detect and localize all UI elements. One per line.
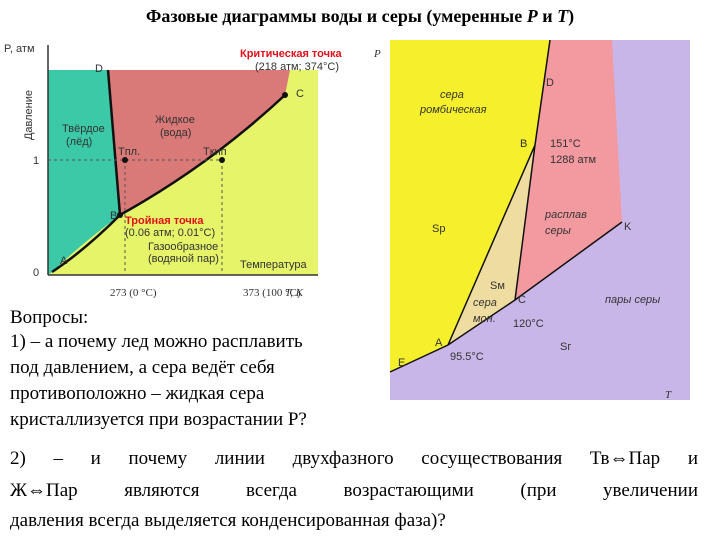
label: Критическая точка bbox=[240, 48, 342, 60]
title-part: Фазовые диаграммы воды и серы (умеренные bbox=[145, 6, 527, 26]
label: Жидкое bbox=[155, 114, 195, 126]
label: мон. bbox=[473, 313, 496, 325]
tick-label: 273 (0 °C) bbox=[110, 287, 157, 299]
question-line: 2) – и почему линии двухфазного сосущест… bbox=[10, 448, 698, 469]
label: серы bbox=[545, 225, 571, 237]
melt-region bbox=[515, 40, 622, 300]
label: 151°C bbox=[550, 138, 581, 150]
tick-label: 0 bbox=[33, 267, 39, 279]
label: сера bbox=[473, 297, 497, 309]
label: E bbox=[398, 357, 405, 369]
title-part: T bbox=[557, 6, 569, 26]
label: Tкип bbox=[203, 146, 227, 158]
title-part: и bbox=[537, 6, 558, 26]
label: C bbox=[296, 88, 304, 100]
phase-lines bbox=[389, 39, 623, 373]
point bbox=[122, 157, 128, 163]
title: Фазовые диаграммы воды и серы (умеренные… bbox=[0, 6, 720, 27]
label: B bbox=[110, 210, 117, 222]
label: D bbox=[546, 77, 554, 89]
question-line: противоположно – жидкая сера bbox=[10, 383, 265, 404]
label: 95.5°C bbox=[450, 351, 484, 363]
guide-lines bbox=[48, 159, 223, 275]
tick-label: 1 bbox=[33, 155, 39, 167]
question-line: 1) – а почему лед можно расплавить bbox=[10, 331, 303, 352]
label: Температура bbox=[240, 259, 308, 271]
label: P bbox=[373, 48, 381, 60]
liquid-region bbox=[108, 70, 290, 215]
label: (0.06 атм; 0.01°C) bbox=[125, 227, 215, 239]
label: P, атм bbox=[4, 43, 35, 55]
phase-lines bbox=[51, 69, 286, 274]
label: сера bbox=[440, 89, 464, 101]
label: (лёд) bbox=[66, 136, 92, 148]
label: (вода) bbox=[160, 127, 191, 139]
label: Тройная точка bbox=[125, 215, 204, 227]
label: Sм bbox=[490, 280, 505, 292]
label: Sр bbox=[432, 223, 445, 235]
label: D bbox=[95, 63, 103, 75]
question-line: под давлением, а сера ведёт себя bbox=[10, 357, 275, 378]
rhombic-region bbox=[390, 40, 550, 372]
label: Sг bbox=[560, 341, 571, 353]
label: (водяной пар) bbox=[148, 253, 219, 265]
sulfur-diagram: P D сера ромбическая B 151°C 1288 атм Sр р… bbox=[373, 39, 690, 401]
label: пары серы bbox=[605, 294, 660, 306]
label: 1288 атм bbox=[550, 154, 596, 166]
label: ромбическая bbox=[419, 104, 487, 116]
label: A bbox=[60, 255, 68, 267]
label: (218 атм; 374°C) bbox=[255, 61, 339, 73]
water-diagram: P, атм Давление D Критическая точка (218… bbox=[4, 43, 342, 299]
label: расплав bbox=[544, 209, 587, 221]
title-part: P bbox=[526, 6, 538, 26]
point bbox=[219, 157, 225, 163]
point bbox=[282, 92, 288, 98]
label: K bbox=[624, 221, 632, 233]
label: Газообразное bbox=[148, 241, 218, 253]
solid-region bbox=[48, 70, 120, 275]
label: T, K bbox=[285, 287, 304, 299]
point bbox=[117, 212, 123, 218]
label: Давление bbox=[23, 90, 35, 140]
question-line: кристаллизуется при возрастании P? bbox=[10, 409, 307, 430]
label: T bbox=[665, 389, 672, 401]
label: Tпл. bbox=[118, 146, 140, 158]
title-part: ) bbox=[568, 6, 575, 26]
questions-heading: Вопросы: bbox=[10, 307, 89, 328]
label: C bbox=[518, 294, 526, 306]
question-line: Ж⇔Пар являются всегда возрастающими (при… bbox=[10, 480, 698, 501]
label: Твёрдое bbox=[62, 123, 105, 135]
tick-label: 373 (100 °C) bbox=[243, 287, 301, 299]
question-line: давления всегда выделяется конденсирован… bbox=[10, 510, 446, 531]
label: 120°C bbox=[513, 318, 544, 330]
label: B bbox=[520, 138, 527, 150]
label: A bbox=[435, 337, 443, 349]
